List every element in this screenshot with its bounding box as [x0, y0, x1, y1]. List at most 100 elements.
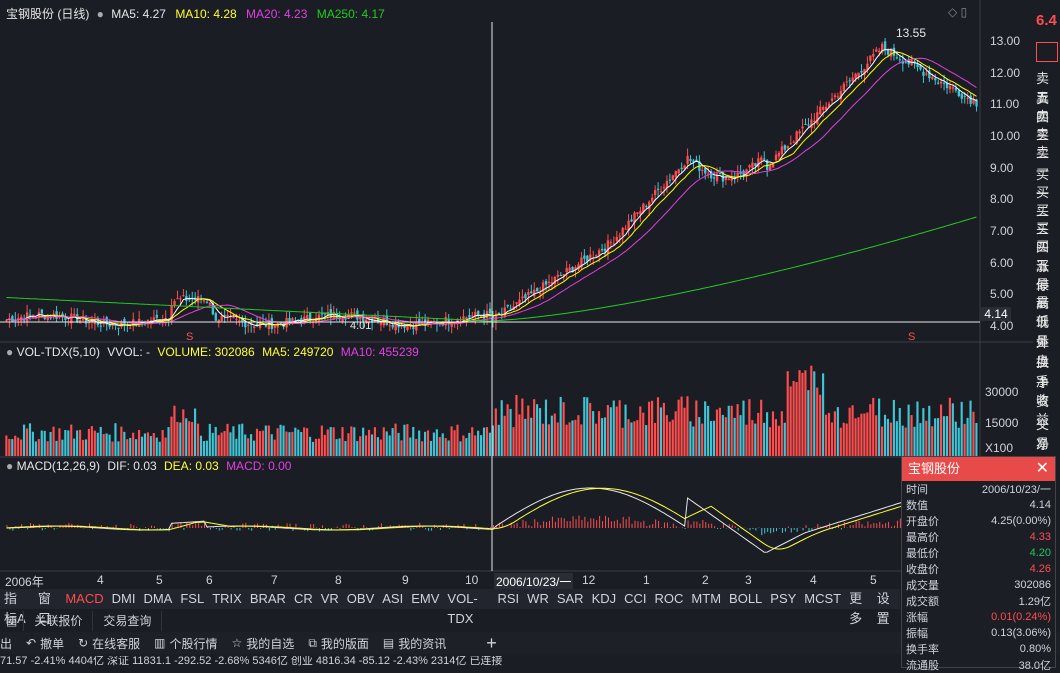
tab-14[interactable]: RSI: [494, 589, 524, 609]
chart-canvas[interactable]: [0, 0, 1033, 589]
my-watchlist-button[interactable]: ☆我的自选: [232, 635, 295, 652]
candle-body: [11, 316, 13, 322]
tab-5[interactable]: FSL: [176, 589, 208, 609]
tab-20[interactable]: MTM: [687, 589, 725, 609]
tab-12[interactable]: EMV: [407, 589, 443, 609]
volume-bar: [215, 427, 217, 456]
expand-icon[interactable]: ●: [97, 7, 104, 21]
macd-bar: [419, 523, 420, 528]
macd-bar: [54, 528, 55, 530]
volume-bar: [813, 371, 815, 456]
macd-bar: [437, 527, 438, 528]
tab-0[interactable]: 指标A: [0, 589, 34, 609]
volume-bar: [828, 413, 830, 456]
tab-6[interactable]: TRIX: [208, 589, 246, 609]
tab-16[interactable]: SAR: [553, 589, 588, 609]
tab-19[interactable]: ROC: [651, 589, 688, 609]
tab-7[interactable]: BRAR: [246, 589, 290, 609]
online-service-button[interactable]: ↻在线客服: [78, 635, 140, 652]
tab-2[interactable]: MACD: [61, 589, 107, 609]
volume-bar: [397, 433, 399, 456]
chart-settings-icon[interactable]: ◇ ▯: [948, 5, 967, 19]
trade-query-button[interactable]: 交易查询: [93, 611, 162, 631]
tab-10[interactable]: OBV: [343, 589, 378, 609]
macd-bar: [797, 528, 798, 532]
volume-bar: [439, 437, 441, 456]
macd-bar: [514, 525, 515, 528]
volume-bar: [731, 406, 733, 456]
tab-23[interactable]: MCST: [800, 589, 845, 609]
tab-1[interactable]: 窗口: [34, 589, 61, 609]
candle-body: [940, 82, 942, 84]
tab-11[interactable]: ASI: [378, 589, 407, 609]
tab-15[interactable]: WR: [523, 589, 553, 609]
tab-24[interactable]: 更多: [845, 589, 872, 609]
close-icon[interactable]: ✕: [1036, 457, 1049, 481]
volume-bar: [380, 440, 382, 456]
volume-bar: [386, 431, 388, 456]
price-tick: 11.00: [990, 97, 1019, 111]
time-tick: 4: [810, 573, 817, 587]
stock-quote-button[interactable]: ▥个股行情: [154, 635, 217, 652]
tab-8[interactable]: CR: [290, 589, 317, 609]
tab-21[interactable]: BOLL: [725, 589, 766, 609]
volume-bar: [577, 415, 579, 456]
volume-bar: [589, 403, 591, 456]
volume-bar: [126, 439, 128, 456]
macd-bar: [275, 528, 276, 530]
tab-4[interactable]: DMA: [139, 589, 176, 609]
cancel-order-button[interactable]: ↶撤单: [26, 635, 64, 652]
volume-bar: [678, 400, 680, 456]
macd-bar: [584, 517, 585, 528]
macd-bar: [231, 528, 232, 529]
volume-bar: [916, 402, 918, 456]
my-news-button[interactable]: ▤我的资讯: [383, 635, 446, 652]
candle-body: [595, 255, 597, 256]
volume-bar: [324, 435, 326, 456]
tab-22[interactable]: PSY: [766, 589, 800, 609]
toolbar-exit[interactable]: 出: [0, 635, 12, 652]
volume-bar: [147, 432, 149, 456]
volume-bar: [427, 430, 429, 456]
sub-toolbar: ▤ 关联报价 交易查询: [0, 611, 162, 631]
macd-bar: [649, 525, 650, 528]
volume-bar: [737, 404, 739, 456]
candle-body: [533, 290, 535, 297]
volume-bar: [713, 421, 715, 456]
panel-button[interactable]: [1036, 42, 1058, 62]
candle-body: [630, 219, 632, 221]
tab-17[interactable]: KDJ: [588, 589, 621, 609]
macd-bar: [528, 525, 529, 528]
macd-bar: [269, 528, 270, 531]
macd-bar: [201, 526, 202, 528]
volume-bar: [533, 399, 535, 456]
tab-13[interactable]: VOL-TDX: [443, 589, 493, 609]
volume-bar: [70, 425, 72, 456]
volume-bar: [881, 427, 883, 456]
tab-9[interactable]: VR: [317, 589, 343, 609]
add-icon[interactable]: +: [486, 633, 497, 654]
macd-bar: [346, 524, 347, 528]
candle-body: [515, 302, 517, 303]
linked-quote-button[interactable]: 关联报价: [24, 611, 93, 631]
volume-bar: [173, 406, 175, 456]
my-layout-button[interactable]: ⧉我的版面: [308, 635, 369, 652]
macd-bar: [688, 520, 689, 528]
volume-bar: [760, 400, 762, 456]
volume-bar: [300, 432, 302, 456]
candle-body: [775, 155, 777, 161]
candle-body: [524, 294, 526, 298]
tab-18[interactable]: CCI: [620, 589, 650, 609]
macd-bar: [195, 523, 196, 528]
tab-25[interactable]: 设置: [873, 589, 900, 609]
volume-bar: [521, 399, 523, 456]
time-tick: 9: [402, 573, 409, 587]
macd-bar: [862, 524, 863, 528]
price-tick: 7.00: [990, 224, 1013, 238]
volume-bar: [235, 439, 237, 456]
tab-3[interactable]: DMI: [108, 589, 140, 609]
menu-icon[interactable]: ▤: [0, 611, 24, 631]
